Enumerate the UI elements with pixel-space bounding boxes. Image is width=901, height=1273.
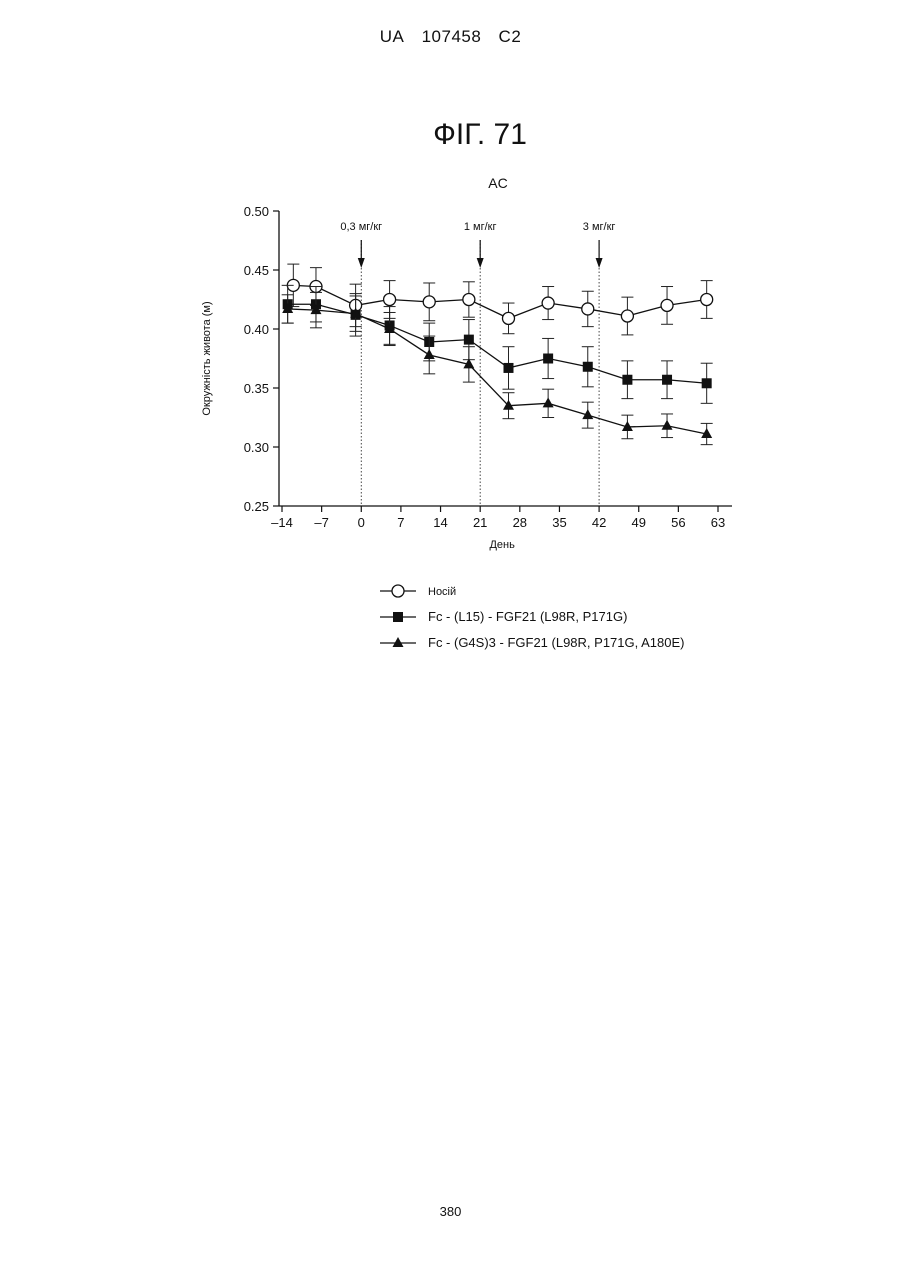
legend-label: Носій: [428, 586, 456, 598]
dose-arrow-head: [358, 258, 365, 268]
x-tick-label: 0: [358, 515, 365, 530]
series-line-3: [288, 309, 707, 434]
x-tick-label: –14: [271, 515, 293, 530]
data-point: [621, 310, 633, 322]
y-tick-label: 0.50: [244, 204, 269, 219]
legend-marker: [393, 637, 404, 647]
data-point: [543, 397, 554, 407]
y-tick-label: 0.35: [244, 381, 269, 396]
data-point: [423, 296, 435, 308]
legend-label: Fc - (L15) - FGF21 (L98R, P171G): [428, 609, 627, 624]
y-tick-label: 0.25: [244, 499, 269, 514]
x-axis-label: День: [489, 539, 515, 551]
data-point: [503, 363, 513, 373]
y-tick-label: 0.30: [244, 440, 269, 455]
data-point: [463, 294, 475, 306]
data-point: [424, 349, 435, 359]
x-tick-label: 49: [631, 515, 645, 530]
data-point: [622, 375, 632, 385]
data-point: [543, 354, 553, 364]
x-tick-label: 7: [397, 515, 404, 530]
x-tick-label: 28: [513, 515, 527, 530]
data-point: [583, 362, 593, 372]
y-tick-label: 0.40: [244, 322, 269, 337]
data-point: [702, 378, 712, 388]
x-tick-label: –7: [314, 515, 328, 530]
series-line-2: [288, 304, 707, 383]
legend-marker: [393, 612, 403, 622]
data-point: [662, 420, 673, 430]
x-tick-label: 42: [592, 515, 606, 530]
dose-arrow-head: [596, 258, 603, 268]
y-tick-label: 0.45: [244, 263, 269, 278]
line-chart: AC 0.25 0.30 0.35 0.40 0.45 0.50 –14 –7 0 7 14 21 28 3…: [0, 0, 901, 700]
data-point: [502, 312, 514, 324]
x-tick-label: 63: [711, 515, 725, 530]
legend-label: Fc - (G4S)3 - FGF21 (L98R, P171G, A180E): [428, 635, 684, 650]
dose-label: 3 мг/кг: [583, 221, 616, 233]
data-point: [661, 299, 673, 311]
data-point: [464, 335, 474, 345]
x-tick-label: 35: [552, 515, 566, 530]
data-point: [384, 294, 396, 306]
data-point: [542, 297, 554, 309]
dose-label: 0,3 мг/кг: [340, 221, 382, 233]
dose-label: 1 мг/кг: [464, 221, 497, 233]
x-tick-label: 21: [473, 515, 487, 530]
x-tick-label: 56: [671, 515, 685, 530]
legend-marker: [392, 585, 404, 597]
data-point: [582, 303, 594, 315]
y-axis-label: Окружність живота (м): [201, 301, 213, 415]
data-point: [701, 294, 713, 306]
page-number: 380: [0, 1204, 901, 1219]
data-point: [662, 375, 672, 385]
dose-arrow-head: [477, 258, 484, 268]
x-tick-label: 14: [433, 515, 447, 530]
chart-title: AC: [488, 175, 507, 191]
